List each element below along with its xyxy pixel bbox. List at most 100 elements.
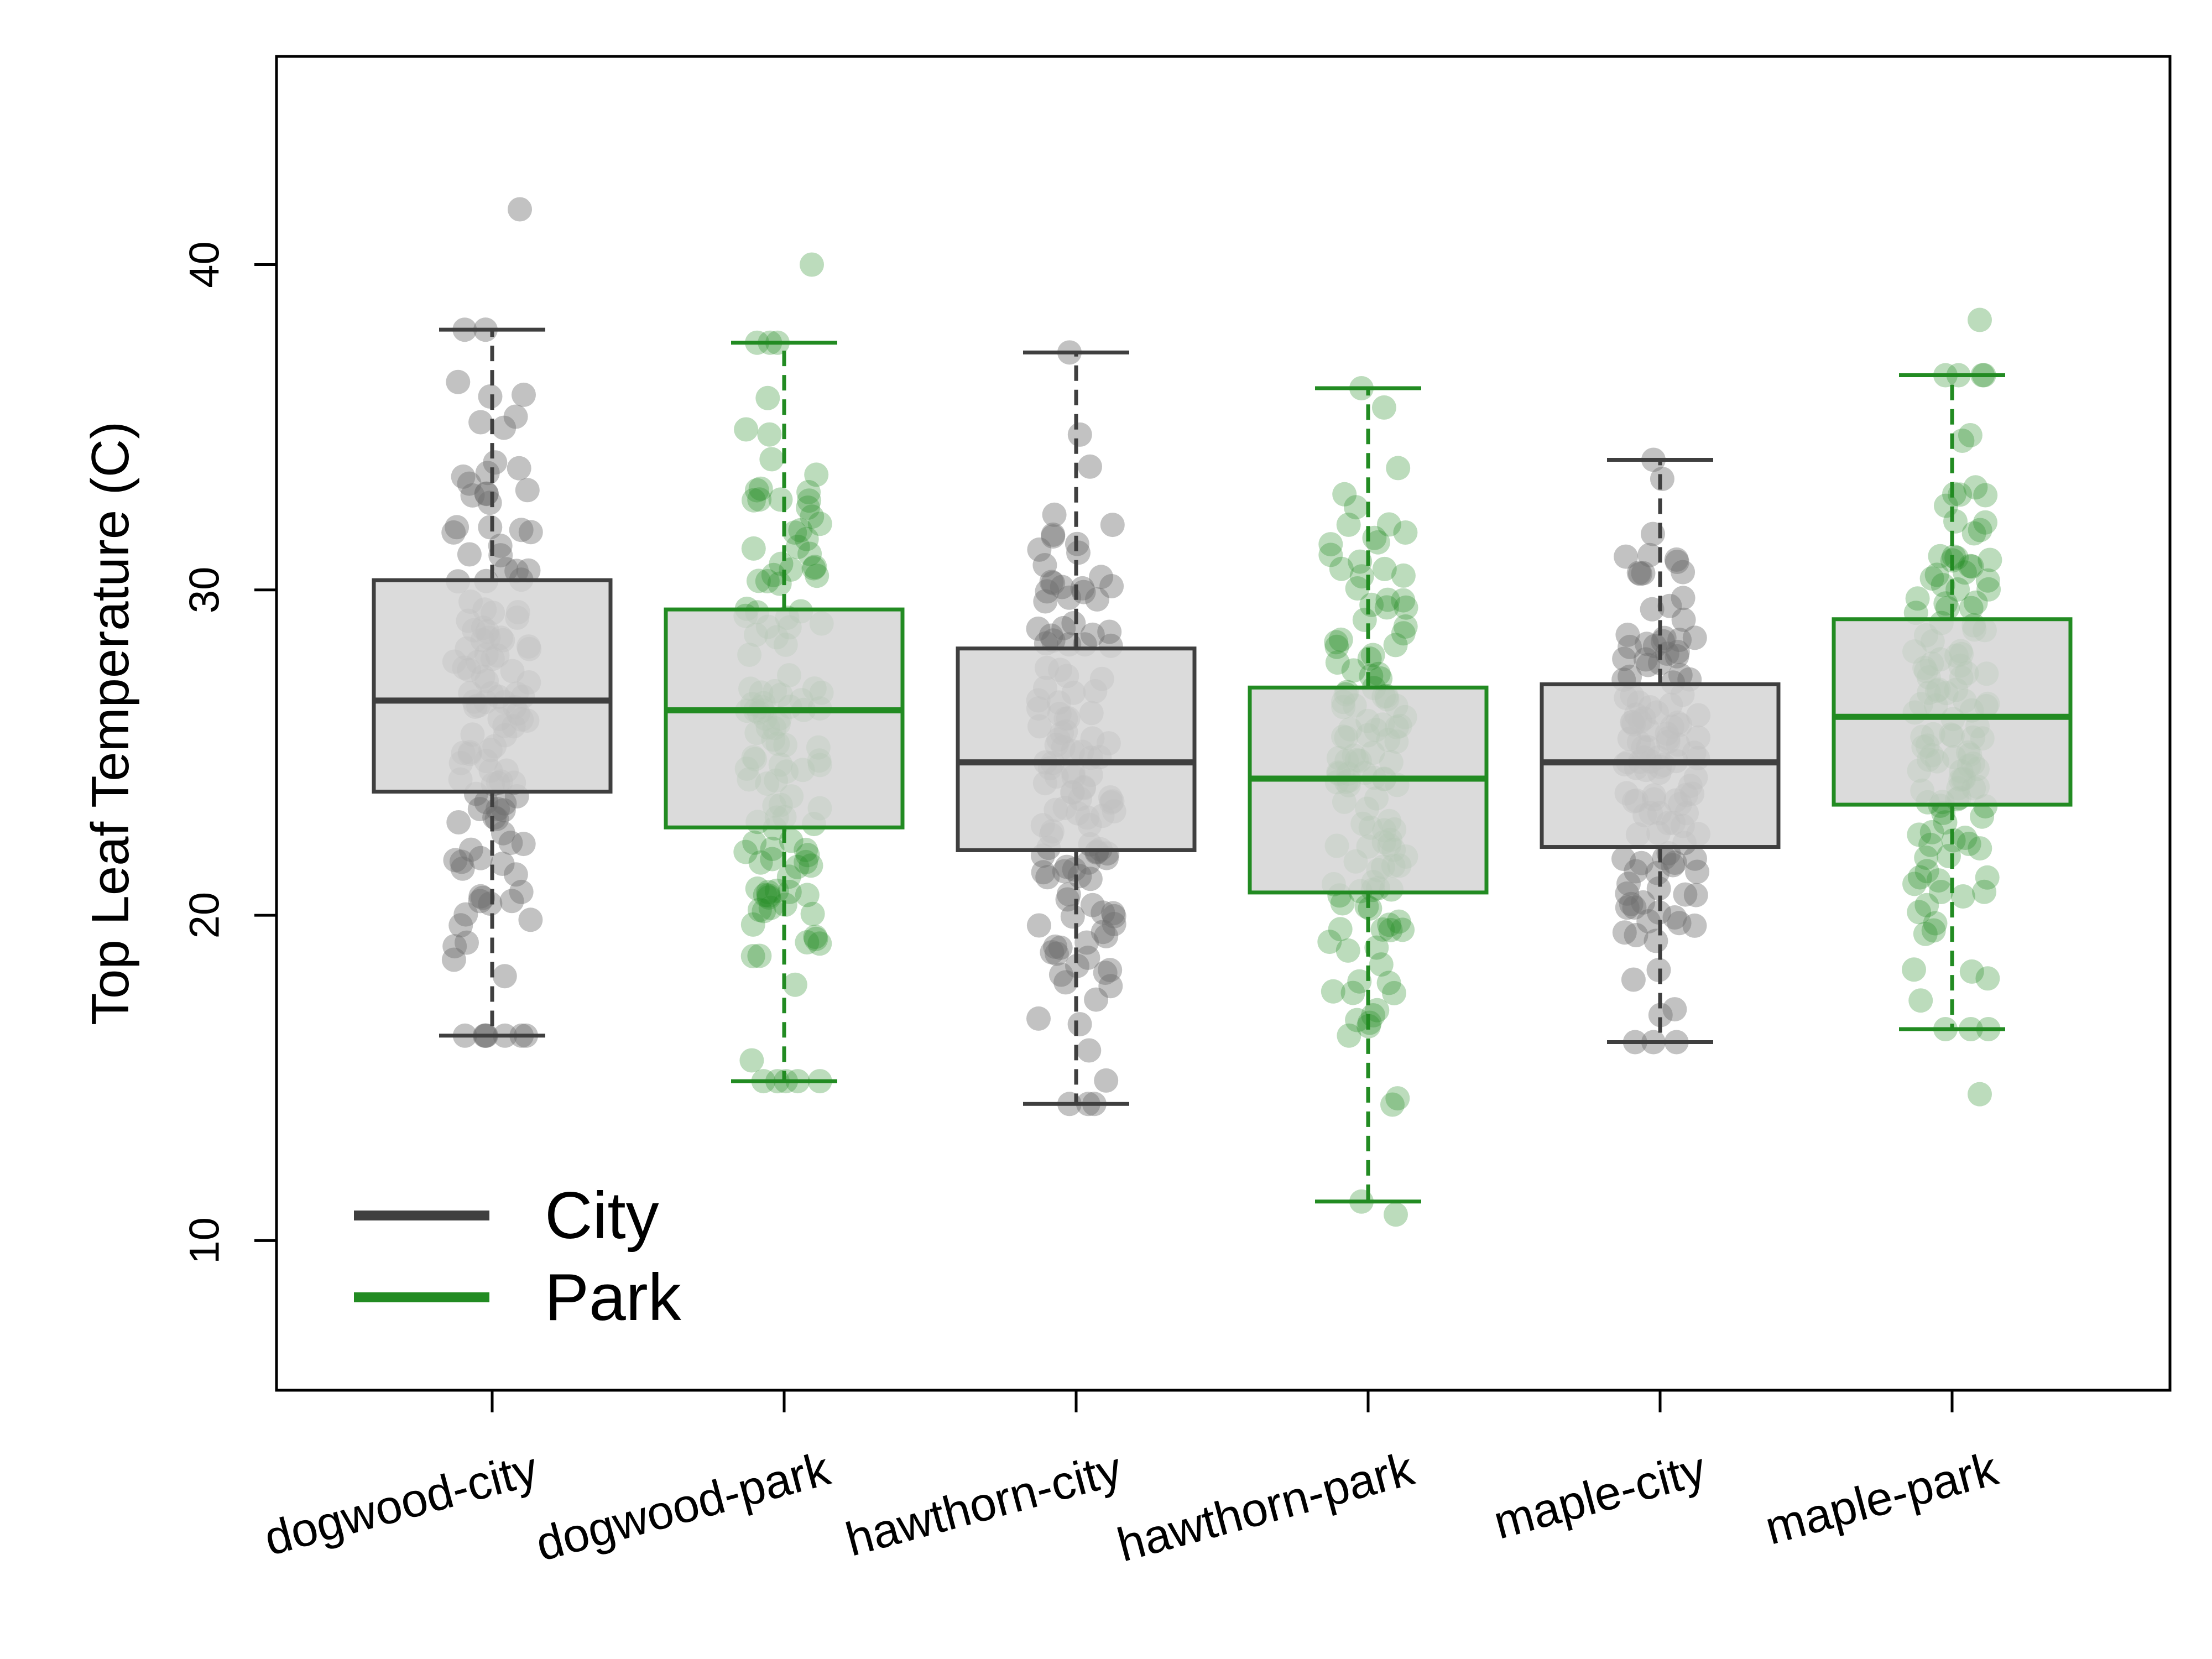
data-point bbox=[1914, 859, 1939, 884]
data-point bbox=[748, 850, 773, 875]
data-point bbox=[1624, 859, 1648, 884]
data-point bbox=[509, 879, 534, 904]
data-point bbox=[1371, 395, 1396, 420]
data-point bbox=[1970, 804, 1995, 829]
data-point bbox=[1332, 482, 1357, 507]
data-point bbox=[794, 849, 818, 874]
data-point bbox=[1078, 867, 1103, 891]
data-point bbox=[1622, 895, 1647, 920]
data-point bbox=[797, 541, 822, 566]
data-point bbox=[446, 810, 471, 834]
data-point bbox=[796, 495, 820, 520]
data-point bbox=[1329, 556, 1354, 581]
data-point bbox=[795, 883, 820, 907]
data-point bbox=[1667, 628, 1692, 652]
data-point bbox=[1671, 586, 1695, 611]
data-point bbox=[1978, 547, 2002, 572]
data-point bbox=[1370, 917, 1395, 942]
data-point bbox=[516, 558, 541, 583]
data-point bbox=[1067, 422, 1092, 447]
data-point bbox=[1324, 634, 1349, 659]
data-point bbox=[794, 526, 819, 551]
data-point bbox=[1328, 627, 1353, 652]
data-point bbox=[1358, 896, 1383, 921]
data-point bbox=[1671, 560, 1695, 585]
data-point bbox=[478, 515, 503, 540]
data-point bbox=[1902, 957, 1926, 982]
data-point bbox=[1091, 900, 1115, 925]
data-point bbox=[1043, 934, 1068, 959]
data-point bbox=[759, 447, 784, 472]
data-point bbox=[1390, 917, 1415, 942]
data-point bbox=[1615, 895, 1640, 920]
data-point bbox=[1921, 918, 1946, 943]
data-point bbox=[1958, 554, 1983, 578]
data-point bbox=[1336, 512, 1361, 537]
data-point bbox=[445, 515, 469, 540]
data-point bbox=[498, 831, 523, 855]
data-point bbox=[1378, 917, 1403, 942]
data-point bbox=[748, 476, 773, 501]
data-point bbox=[1080, 622, 1105, 647]
outlier-point bbox=[1384, 1202, 1408, 1227]
data-point bbox=[1931, 800, 1956, 825]
data-point bbox=[1914, 846, 1939, 870]
data-point bbox=[1905, 586, 1930, 611]
data-point bbox=[1031, 860, 1056, 885]
data-point bbox=[1055, 854, 1079, 879]
data-point bbox=[441, 520, 466, 545]
data-point bbox=[511, 832, 536, 857]
data-point bbox=[518, 907, 543, 932]
data-point bbox=[1907, 822, 1932, 847]
data-point bbox=[1341, 658, 1366, 683]
data-point bbox=[1035, 865, 1060, 890]
data-point bbox=[1091, 920, 1115, 945]
data-point bbox=[1959, 596, 1984, 620]
data-point bbox=[1391, 588, 1416, 613]
data-point bbox=[1919, 566, 1944, 591]
data-point bbox=[1614, 544, 1639, 569]
data-point bbox=[1923, 911, 1948, 936]
data-point bbox=[1959, 554, 1984, 579]
data-point bbox=[782, 520, 807, 545]
data-point bbox=[1026, 913, 1051, 938]
data-point bbox=[758, 895, 783, 920]
data-point bbox=[796, 480, 821, 504]
data-point bbox=[1918, 832, 1943, 857]
data-point bbox=[512, 382, 536, 407]
data-point bbox=[1041, 571, 1066, 596]
data-point bbox=[443, 848, 468, 873]
data-point bbox=[1077, 1038, 1102, 1063]
data-point bbox=[1682, 625, 1707, 650]
data-point bbox=[769, 551, 794, 576]
data-point bbox=[1352, 607, 1377, 632]
data-point bbox=[458, 837, 483, 862]
data-point bbox=[804, 462, 829, 487]
data-point bbox=[1039, 570, 1064, 594]
data-point bbox=[1647, 900, 1672, 925]
data-point bbox=[1330, 891, 1355, 916]
data-point bbox=[1913, 921, 1938, 946]
data-point bbox=[457, 542, 482, 567]
data-point bbox=[450, 856, 475, 881]
data-point bbox=[1375, 587, 1400, 612]
data-point bbox=[1648, 1003, 1673, 1027]
data-point bbox=[1041, 524, 1066, 549]
data-point bbox=[1099, 574, 1124, 598]
data-point bbox=[1975, 568, 2000, 593]
data-point bbox=[785, 854, 810, 879]
data-point bbox=[745, 876, 770, 901]
data-point bbox=[1325, 650, 1350, 675]
data-point bbox=[488, 543, 513, 568]
data-point bbox=[460, 483, 485, 508]
data-point bbox=[1683, 883, 1708, 907]
data-point bbox=[1621, 967, 1646, 992]
y-tick-label: 40 bbox=[181, 241, 228, 288]
data-point bbox=[1369, 952, 1394, 977]
data-point bbox=[1628, 561, 1652, 586]
data-point bbox=[1345, 576, 1370, 601]
data-point bbox=[747, 943, 772, 968]
data-point bbox=[1089, 565, 1114, 589]
data-point bbox=[1664, 547, 1689, 572]
data-point bbox=[1026, 616, 1051, 641]
